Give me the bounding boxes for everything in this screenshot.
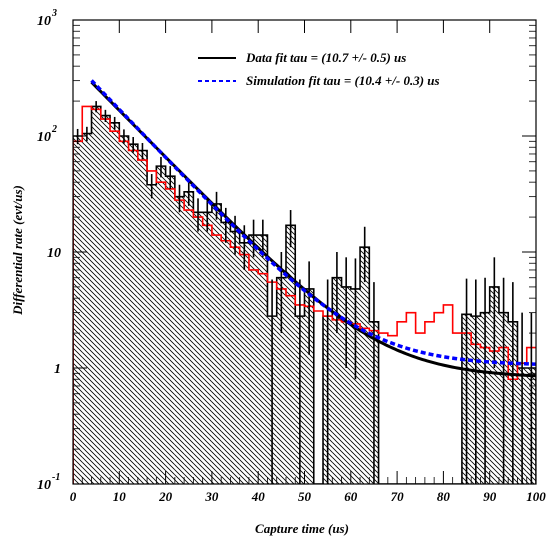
data-bar-fill bbox=[489, 286, 499, 484]
data-bar-fill bbox=[258, 235, 268, 484]
x-tick-label: 50 bbox=[298, 489, 312, 504]
y-axis-title: Differential rate (evt/us) bbox=[10, 185, 25, 316]
data-bar-fill bbox=[147, 184, 157, 484]
y-tick-label: 10 bbox=[37, 14, 51, 29]
y-tick-exponent: -1 bbox=[52, 472, 60, 483]
data-bar-fill bbox=[360, 247, 370, 484]
legend-label-1: Data fit tau = (10.7 +/- 0.5) us bbox=[245, 50, 406, 65]
data-bar-fill bbox=[165, 176, 175, 484]
x-tick-label: 20 bbox=[158, 489, 173, 504]
data-bar-fill bbox=[128, 144, 138, 484]
data-bar-fill bbox=[211, 203, 222, 484]
data-bar-fill bbox=[91, 106, 101, 484]
x-tick-label: 90 bbox=[483, 489, 497, 504]
y-tick-label: 10 bbox=[37, 130, 51, 145]
data-bar-fill bbox=[73, 136, 83, 484]
data-bar-fill bbox=[156, 166, 166, 484]
x-tick-label: 40 bbox=[251, 489, 266, 504]
plot-area bbox=[73, 79, 536, 484]
data-bar-fill bbox=[350, 288, 361, 484]
data-bar-fill bbox=[193, 212, 203, 484]
data-bar-fill bbox=[174, 196, 185, 484]
x-tick-label: 30 bbox=[204, 489, 219, 504]
y-tick-label: 1 bbox=[54, 362, 61, 377]
y-tick-exponent: 2 bbox=[51, 124, 57, 135]
data-bar-fill bbox=[221, 222, 231, 484]
y-tick-label: 10 bbox=[47, 246, 61, 261]
x-tick-label: 80 bbox=[437, 489, 451, 504]
data-bar-fill bbox=[239, 242, 249, 484]
fit-curve-2 bbox=[90, 79, 536, 366]
y-tick-exponent: 3 bbox=[51, 8, 57, 19]
data-bar-fill bbox=[184, 191, 194, 484]
data-bar-fill bbox=[304, 288, 314, 484]
data-bar-fill bbox=[248, 235, 259, 484]
data-bar-fill bbox=[100, 115, 111, 484]
x-tick-label: 100 bbox=[526, 489, 546, 504]
x-tick-label: 10 bbox=[113, 489, 127, 504]
data-bar-fill bbox=[82, 133, 92, 484]
data-bar-fill bbox=[341, 286, 351, 484]
data-bar-fill bbox=[230, 231, 240, 484]
legend: Data fit tau = (10.7 +/- 0.5) us Simulati… bbox=[198, 50, 440, 88]
x-tick-label: 0 bbox=[70, 489, 77, 504]
x-tick-label: 70 bbox=[391, 489, 405, 504]
x-tick-label: 60 bbox=[344, 489, 358, 504]
data-bar-fill bbox=[202, 212, 212, 484]
data-bar-fill bbox=[137, 150, 148, 484]
legend-label-2: Simulation fit tau = (10.4 +/- 0.3) us bbox=[246, 73, 440, 88]
data-bar-fill bbox=[110, 122, 120, 484]
data-bar-fill bbox=[276, 277, 286, 484]
data-bar-fill bbox=[119, 136, 129, 484]
x-axis-title: Capture time (us) bbox=[255, 521, 349, 536]
y-tick-label: 10 bbox=[37, 478, 51, 493]
data-bar-fill bbox=[285, 225, 296, 484]
data-bar-fill bbox=[332, 277, 342, 484]
